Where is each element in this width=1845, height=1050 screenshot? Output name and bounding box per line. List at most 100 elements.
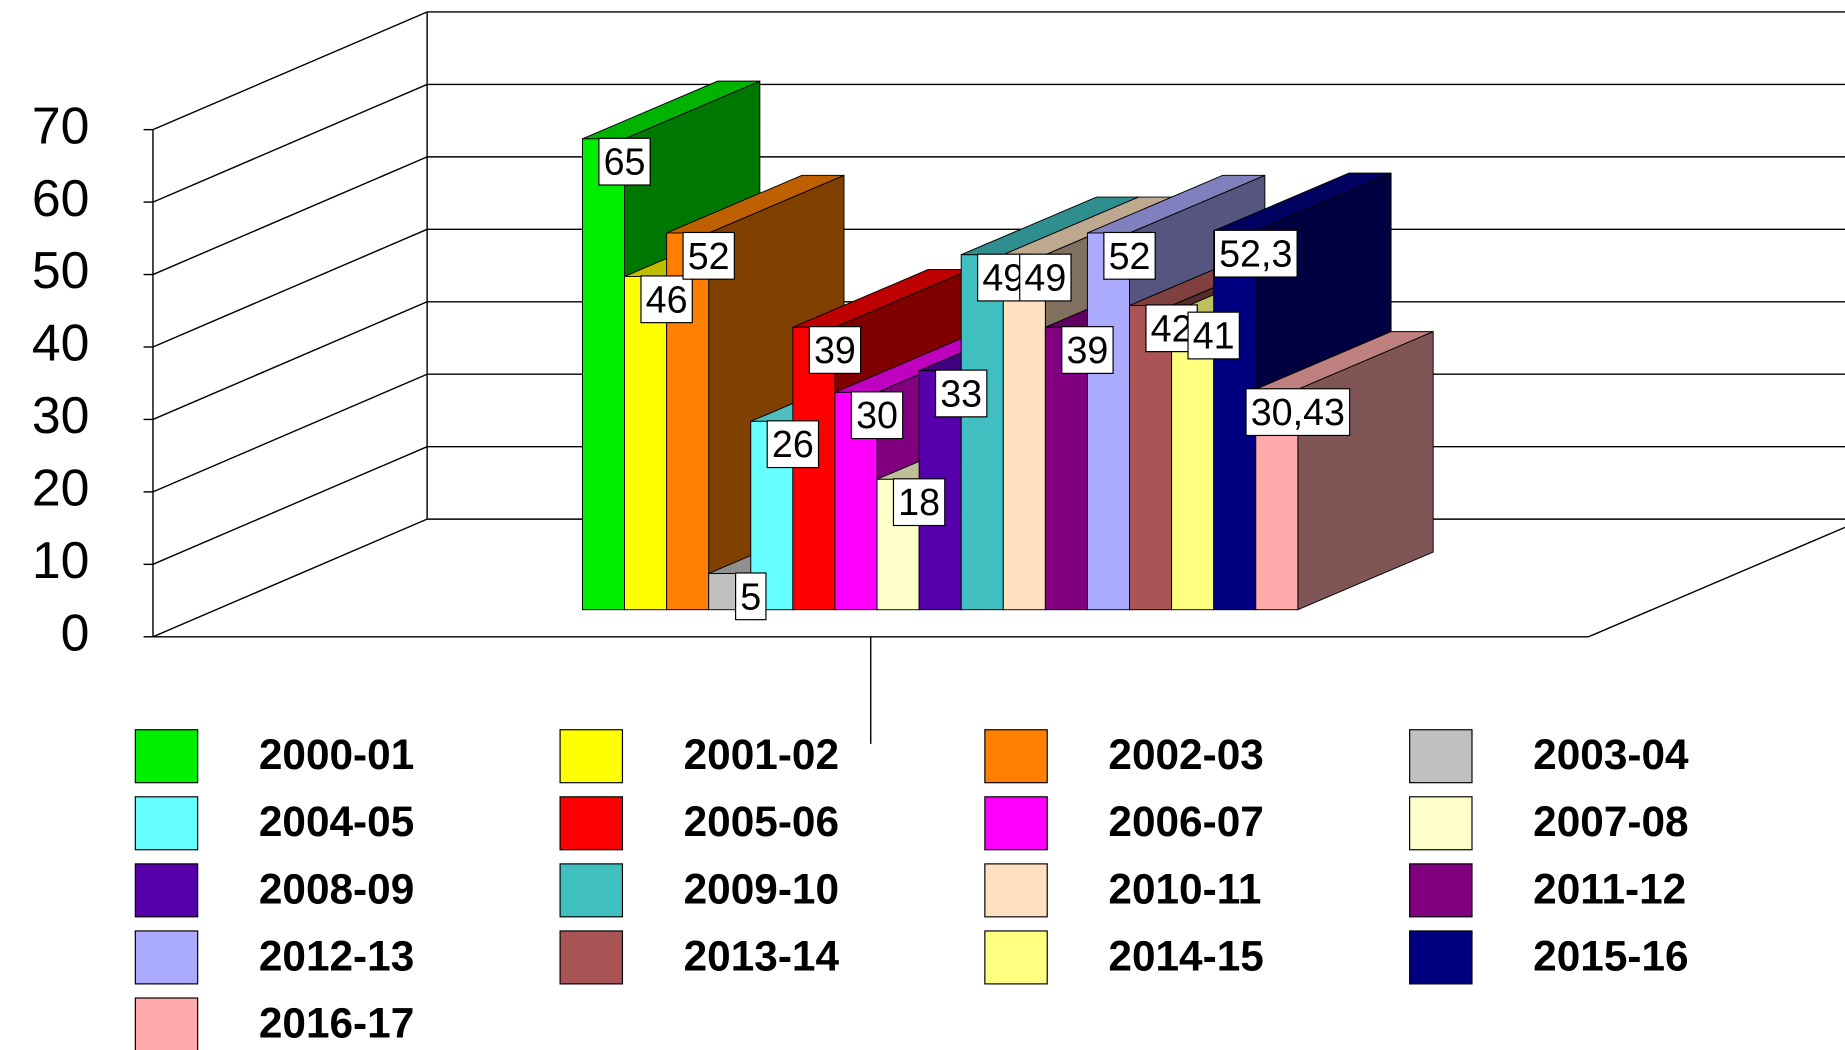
data-label-box	[934, 369, 988, 418]
data-label: 65	[598, 137, 651, 186]
legend-swatch	[559, 930, 624, 985]
legend-swatch	[984, 796, 1048, 851]
walls	[152, 11, 1845, 744]
data-label-text: 30,43	[1251, 391, 1345, 433]
bar-front	[581, 138, 625, 611]
legend-label: 2005-06	[684, 798, 839, 845]
data-label-text: 49	[982, 257, 1024, 299]
legend-label: 2007-08	[1533, 798, 1688, 845]
data-label-box	[892, 478, 946, 527]
grid-line	[152, 301, 428, 421]
legend-swatch	[1409, 796, 1473, 851]
data-label-text: 33	[940, 372, 982, 414]
bar-front	[1171, 312, 1215, 611]
legend-swatch	[134, 997, 199, 1050]
data-label-text: 46	[646, 278, 688, 320]
legend-label: 2015-16	[1533, 932, 1688, 979]
grid-line	[152, 373, 428, 493]
legend-label: 2009-10	[684, 865, 839, 912]
legend-label: 2001-02	[684, 731, 839, 778]
legend-label: 2011-12	[1533, 865, 1686, 912]
data-label: 26	[766, 420, 820, 469]
bar-front	[792, 326, 836, 611]
data-label-text: 65	[604, 141, 646, 183]
data-label: 52	[1103, 231, 1156, 280]
legend-swatch	[1409, 729, 1473, 784]
data-label-text: 5	[740, 575, 761, 617]
data-label: 49	[1019, 253, 1072, 302]
data-label-text: 26	[772, 423, 814, 465]
grid-line	[152, 83, 428, 203]
legend-swatch	[134, 863, 199, 918]
data-label-box	[1019, 253, 1072, 302]
legend-label: 2006-07	[1108, 798, 1263, 845]
data-label-box	[1061, 326, 1114, 374]
legend-label: 2000-01	[259, 731, 414, 778]
legend-label: 2010-11	[1108, 865, 1261, 912]
data-label-text: 18	[898, 481, 940, 523]
legend-swatch	[559, 863, 624, 918]
legend-label: 2008-09	[259, 865, 414, 912]
data-label: 52,3	[1213, 229, 1298, 278]
data-label-box	[1213, 229, 1298, 278]
bar-front	[1086, 232, 1130, 611]
legend-swatch	[134, 729, 199, 784]
data-label: 5	[735, 572, 767, 621]
legend-swatch	[134, 796, 199, 851]
data-label-box	[1103, 231, 1156, 280]
legend-swatch	[1409, 863, 1473, 918]
data-label-box	[735, 572, 767, 621]
data-label: 39	[1061, 326, 1114, 374]
data-label-text: 42	[1151, 307, 1193, 349]
data-label: 39	[808, 326, 862, 374]
data-label: 30,43	[1245, 388, 1351, 437]
grid-line	[152, 446, 428, 565]
legend-swatch	[984, 863, 1048, 918]
grid-line	[152, 518, 428, 638]
data-label: 46	[640, 275, 693, 324]
y-tick-label: 70	[32, 96, 90, 154]
legend-label: 2002-03	[1108, 731, 1263, 778]
y-tick-label: 60	[32, 169, 90, 227]
y-tick-label: 10	[32, 531, 90, 589]
data-label-box	[1187, 311, 1240, 360]
data-label: 41	[1187, 311, 1240, 360]
data-label-text: 39	[1067, 329, 1109, 371]
data-label: 52	[682, 231, 735, 280]
legend-swatch	[984, 729, 1048, 784]
data-label-text: 52	[688, 235, 730, 277]
data-label-text: 49	[1024, 257, 1066, 299]
legend-swatch	[559, 729, 624, 784]
data-label: 30	[850, 391, 904, 440]
legend-swatch	[559, 796, 624, 851]
data-label-box	[1245, 388, 1351, 437]
y-tick-label: 30	[32, 386, 90, 444]
bar-front	[1002, 254, 1046, 611]
data-label-text: 41	[1193, 315, 1235, 357]
grid-line	[152, 11, 428, 131]
bar-front	[624, 275, 668, 611]
data-label-text: 39	[814, 329, 856, 371]
y-tick-label: 0	[61, 603, 90, 661]
grid-line	[152, 156, 428, 276]
y-tick-label: 50	[32, 241, 90, 299]
data-label-box	[850, 391, 904, 440]
floor-right-edge	[1588, 526, 1845, 638]
legend-label: 2016-17	[259, 999, 414, 1046]
data-label-text: 30	[856, 394, 898, 436]
data-label-text: 52,3	[1219, 233, 1292, 275]
data-label-box	[682, 231, 735, 280]
bar-front	[1129, 304, 1173, 611]
bar-front	[960, 254, 1004, 611]
grid-line	[152, 228, 428, 348]
legend-swatch	[134, 930, 199, 985]
y-tick-label: 20	[32, 459, 90, 517]
legend-swatch	[1409, 930, 1473, 985]
y-tick-label: 40	[32, 314, 90, 372]
data-label: 33	[934, 369, 988, 418]
legend-label: 2003-04	[1533, 731, 1689, 778]
data-label-text: 52	[1109, 235, 1151, 277]
data-label: 18	[892, 478, 946, 527]
legend-label: 2013-14	[684, 932, 840, 979]
